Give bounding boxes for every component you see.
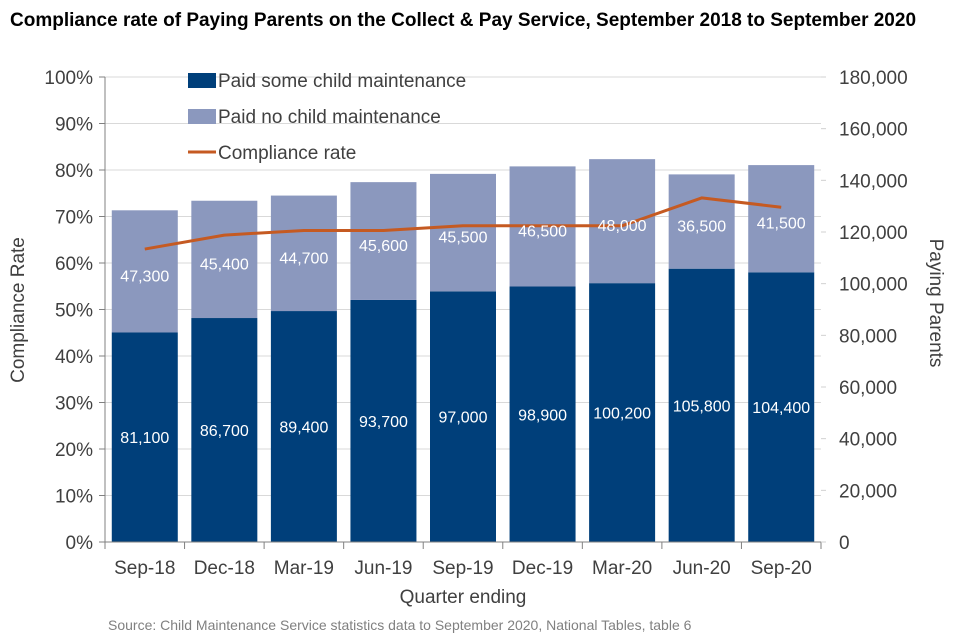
bar-paid-some	[350, 299, 417, 542]
y-right-tick-label: 40,000	[839, 430, 897, 451]
bar-paid-none	[668, 174, 735, 269]
bar-paid-some	[668, 268, 735, 542]
y-left-tick-label: 30%	[55, 394, 93, 415]
legend-swatch-paid-none	[188, 109, 216, 124]
y-left-tick-label: 100%	[44, 68, 93, 89]
y-right-tick-label: 140,000	[839, 171, 908, 192]
data-label-paid-some: 105,800	[673, 398, 731, 415]
data-label-paid-some: 93,700	[359, 414, 408, 431]
legend-label-compliance: Compliance rate	[218, 143, 356, 164]
x-tick-label: Sep-20	[751, 558, 812, 579]
x-tick-label: Mar-20	[592, 558, 652, 579]
data-label-paid-some: 89,400	[279, 420, 328, 437]
bar-paid-some	[748, 272, 815, 542]
bar-paid-none	[111, 210, 178, 333]
legend: Paid some child maintenance Paid no child…	[188, 71, 466, 164]
y-left-tick-label: 10%	[55, 487, 93, 508]
bar-paid-some	[589, 283, 656, 542]
data-label-paid-some: 86,700	[200, 423, 249, 440]
data-label-paid-none: 41,500	[757, 216, 806, 233]
y-right-tick-label: 180,000	[839, 68, 908, 89]
x-tick-label: Sep-19	[432, 558, 493, 579]
y-left-axis-title: Compliance Rate	[8, 237, 29, 383]
y-right-tick-label: 0	[839, 533, 850, 554]
y-left-tick-label: 20%	[55, 440, 93, 461]
x-tick-label: Mar-19	[274, 558, 334, 579]
x-tick-label: Jun-20	[673, 558, 731, 579]
x-axis-title: Quarter ending	[400, 587, 527, 608]
y-left-tick-label: 0%	[66, 533, 94, 554]
legend-label-paid-none: Paid no child maintenance	[218, 107, 441, 128]
data-label-paid-some: 97,000	[439, 410, 488, 427]
y-right-tick-label: 120,000	[839, 223, 908, 244]
source-note: Source: Child Maintenance Service statis…	[108, 617, 692, 633]
data-label-paid-none: 36,500	[677, 219, 726, 236]
bar-paid-none	[350, 182, 417, 300]
data-label-paid-some: 81,100	[120, 430, 169, 447]
y-right-tick-label: 100,000	[839, 275, 908, 296]
legend-label-paid-some: Paid some child maintenance	[218, 71, 466, 92]
y-right-axis-title: Paying Parents	[925, 239, 946, 368]
x-tick-label: Jun-19	[354, 558, 412, 579]
y-left-tick-label: 90%	[55, 115, 93, 136]
bar-paid-none	[191, 200, 258, 319]
data-label-paid-none: 44,700	[279, 250, 328, 267]
legend-swatch-paid-some	[188, 73, 216, 88]
bar-paid-none	[748, 165, 815, 273]
bars	[111, 159, 815, 542]
data-label-paid-none: 46,500	[518, 223, 567, 240]
y-right-tick-label: 160,000	[839, 120, 908, 141]
data-label-paid-none: 47,300	[120, 268, 169, 285]
x-tick-label: Dec-18	[194, 558, 255, 579]
axes: Sep-18 Dec-18 Mar-19 Jun-19 Sep-19 Dec-19 Mar-…	[44, 68, 907, 579]
y-left-tick-label: 80%	[55, 161, 93, 182]
data-label-paid-some: 100,200	[593, 406, 651, 423]
data-label-paid-none: 45,400	[200, 256, 249, 273]
data-label-paid-none: 48,000	[598, 218, 647, 235]
data-label-paid-none: 45,500	[439, 230, 488, 247]
bar-labels: 81,100 47,300 86,700 45,400 89,400 44,700 93,7…	[120, 216, 810, 448]
bar-paid-none	[430, 173, 496, 292]
y-right-tick-label: 80,000	[839, 326, 897, 347]
data-label-paid-some: 98,900	[518, 407, 567, 424]
bar-paid-some	[270, 311, 337, 542]
data-label-paid-some: 104,400	[752, 400, 810, 417]
y-right-tick-label: 20,000	[839, 481, 897, 502]
bar-paid-some	[509, 286, 576, 542]
y-left-tick-label: 70%	[55, 208, 93, 229]
y-right-tick-label: 60,000	[839, 378, 897, 399]
bar-paid-some	[430, 291, 496, 542]
y-left-tick-label: 50%	[55, 301, 93, 322]
data-label-paid-none: 45,600	[359, 238, 408, 255]
bar-paid-some	[111, 332, 178, 542]
bar-paid-none	[589, 159, 656, 284]
x-tick-label: Dec-19	[512, 558, 573, 579]
bar-paid-some	[191, 318, 258, 542]
compliance-line-group	[144, 196, 782, 251]
bar-paid-none	[270, 195, 337, 312]
y-left-tick-label: 40%	[55, 347, 93, 368]
x-tick-label: Sep-18	[114, 558, 175, 579]
chart-title: Compliance rate of Paying Parents on the…	[10, 10, 917, 31]
y-left-tick-label: 60%	[55, 254, 93, 275]
